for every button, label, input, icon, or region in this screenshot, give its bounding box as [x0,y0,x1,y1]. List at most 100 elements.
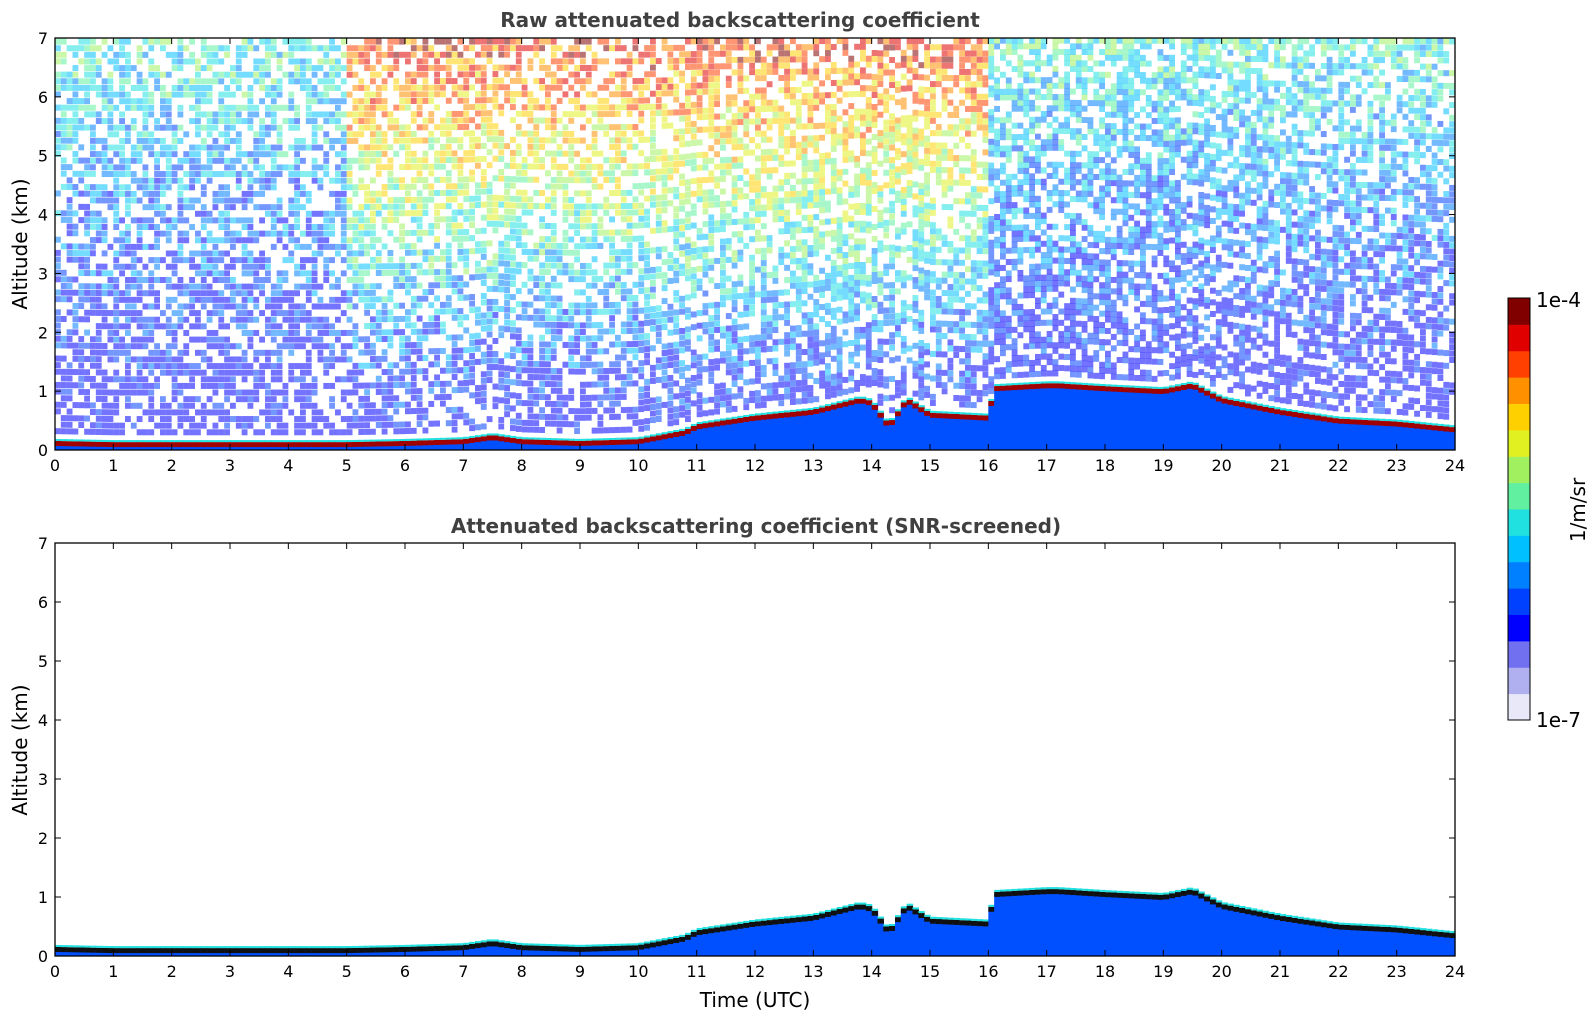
noise-cell [725,275,732,282]
noise-cell [259,363,265,370]
noise-cell [539,275,545,282]
noise-cell [545,97,551,104]
noise-cell [451,288,458,295]
noise-cell [294,237,300,244]
noise-cell [480,227,487,234]
noise-cell [183,257,190,264]
noise-cell [84,428,90,435]
noise-cell [720,388,726,395]
noise-cell [615,282,621,289]
noise-cell [346,243,353,250]
noise-cell [276,65,283,72]
noise-cell [580,111,586,118]
noise-cell [620,150,627,157]
layer-edge-cell [527,437,534,440]
noise-cell [410,97,417,104]
noise-cell [387,71,394,78]
noise-cell [515,64,522,71]
noise-cell [731,337,738,344]
noise-cell [311,257,318,264]
noise-cell [195,336,201,343]
noise-cell [72,276,79,283]
noise-cell [609,413,615,420]
noise-cell [708,340,715,347]
noise-cell [702,76,709,83]
noise-cell [731,125,738,132]
noise-cell [119,376,125,383]
layer-edge-cell [78,439,85,442]
noise-cell [562,308,569,315]
noise-cell [165,283,172,290]
noise-cell [475,188,481,195]
noise-cell [585,223,592,230]
noise-cell [690,152,697,159]
noise-cell [218,382,225,389]
noise-cell [527,97,534,104]
noise-cell [504,215,510,222]
layer-edge-cell [206,440,214,443]
noise-cell [323,111,330,118]
noise-cell [206,65,213,72]
noise-cell [580,38,586,45]
layer-top-cell [370,441,377,447]
noise-cell [597,38,604,45]
noise-cell [661,311,668,318]
noise-cell [375,144,382,151]
noise-cell [125,283,131,290]
noise-cell [568,361,575,368]
noise-cell [720,226,726,233]
noise-cell [737,355,744,362]
noise-cell [667,77,674,84]
noise-cell [463,261,470,268]
noise-cell [165,38,172,45]
noise-cell [323,243,330,250]
noise-cell [428,420,435,427]
noise-cell [708,377,715,384]
noise-cell [615,150,621,157]
noise-cell [445,183,452,190]
noise-cell [276,409,283,416]
noise-cell [154,422,160,429]
noise-cell [200,296,207,303]
noise-cell [270,429,277,436]
layer-top-cell [136,442,144,448]
noise-cell [136,290,143,297]
noise-cell [714,408,720,415]
noise-cell [475,71,481,78]
noise-cell [451,413,458,420]
noise-cell [609,91,615,98]
noise-cell [696,114,703,121]
noise-cell [311,98,318,105]
noise-cell [457,124,464,131]
noise-cell [317,58,324,65]
noise-cell [469,366,475,373]
noise-cell [632,380,639,387]
noise-cell [72,382,79,389]
noise-cell [743,112,750,119]
noise-cell [410,262,417,269]
noise-cell [510,117,516,124]
noise-cell [66,342,73,349]
noise-cell [259,409,265,416]
noise-cell [300,257,306,264]
noise-cell [358,223,365,230]
noise-cell [206,124,213,131]
noise-cell [78,349,85,356]
noise-cell [352,137,359,144]
noise-cell [626,71,633,78]
noise-cell [247,118,254,125]
noise-cell [241,204,248,211]
noise-cell [650,417,656,424]
noise-cell [84,65,90,72]
noise-cell [381,217,388,224]
noise-cell [638,399,645,406]
noise-cell [632,235,639,242]
noise-cell [644,300,650,307]
noise-cell [259,144,265,151]
noise-cell [708,82,715,89]
noise-cell [60,157,67,164]
noise-cell [387,45,394,52]
noise-cell [574,276,580,283]
noise-cell [55,335,61,342]
noise-cell [492,214,499,221]
